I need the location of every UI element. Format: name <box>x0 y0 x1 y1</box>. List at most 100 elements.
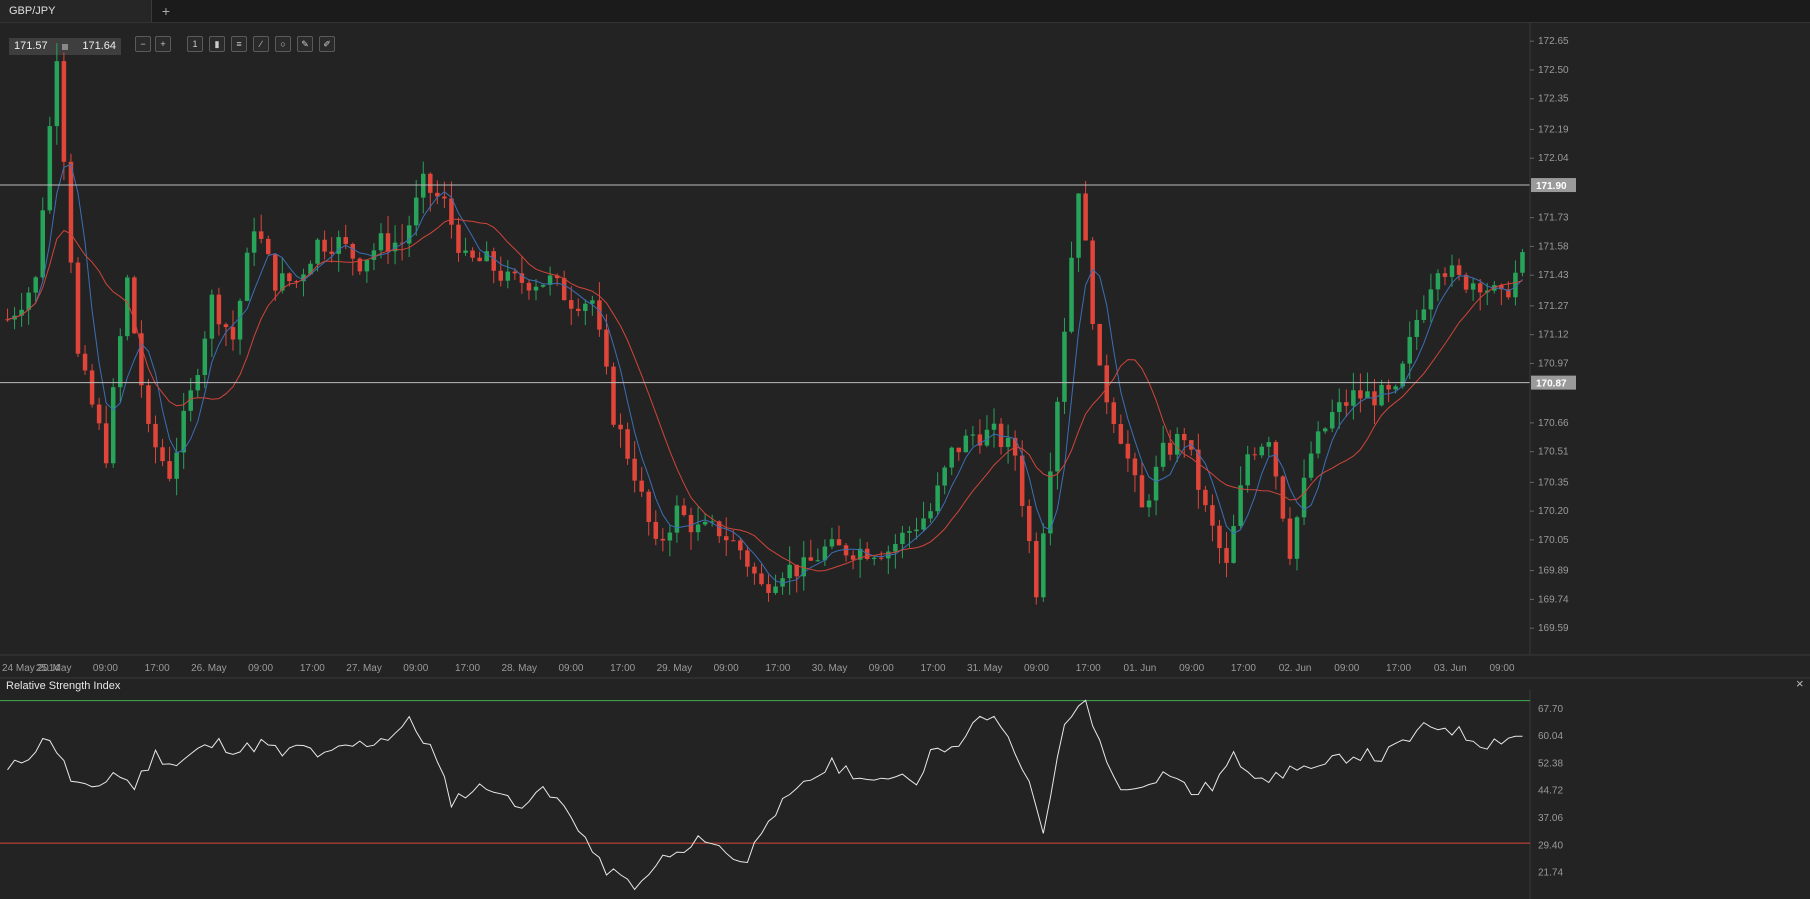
time-tick-label: 09:00 <box>869 663 894 674</box>
tab-bar: GBP/JPY + <box>0 0 1810 23</box>
time-tick-label: 31. May <box>967 663 1003 674</box>
candle-body <box>75 262 81 354</box>
candle-body <box>1132 458 1138 476</box>
candle-body <box>54 61 60 127</box>
candle-body <box>956 447 962 453</box>
time-tick-label: 17:00 <box>1076 663 1101 674</box>
price-tick-label: 172.04 <box>1538 153 1569 164</box>
time-tick-label: 26. May <box>191 663 227 674</box>
candle-body <box>1139 475 1145 508</box>
rsi-tick-label: 60.04 <box>1538 731 1563 742</box>
candle-body <box>879 557 884 559</box>
candle-body <box>583 303 588 311</box>
zoom-out-icon[interactable]: − <box>135 36 151 52</box>
pencil-icon[interactable]: ✐ <box>319 36 335 52</box>
candle-body <box>329 251 334 254</box>
price-tick-label: 171.43 <box>1538 270 1569 281</box>
time-tick-label: 09:00 <box>1024 663 1049 674</box>
candle-body <box>336 237 341 254</box>
candle-body <box>477 257 482 262</box>
timeframe-icon[interactable]: 1 <box>187 36 203 52</box>
candle-body <box>561 278 567 301</box>
time-tick-label: 02. Jun <box>1279 663 1312 674</box>
candle-body <box>1442 273 1448 277</box>
zoom-in-icon[interactable]: + <box>155 36 171 52</box>
candle-body <box>1097 324 1102 366</box>
candle-body <box>1146 500 1152 508</box>
candle-body <box>110 387 116 464</box>
candle-body <box>139 333 144 386</box>
candle-body <box>568 300 574 309</box>
rsi-tick-label: 21.74 <box>1538 868 1563 879</box>
time-tick-label: 09:00 <box>93 663 118 674</box>
candle-body <box>1414 319 1420 337</box>
add-tab-button[interactable]: + <box>161 3 171 19</box>
candle-body <box>1005 437 1011 448</box>
rsi-tick-label: 37.06 <box>1538 813 1563 824</box>
time-tick-label: 25. May <box>36 663 72 674</box>
draw-line-icon[interactable]: ∕ <box>253 36 269 52</box>
close-panel-icon[interactable]: × <box>1796 676 1804 691</box>
candle-body <box>921 518 926 530</box>
candle-body <box>653 521 659 539</box>
candle-body <box>752 566 757 574</box>
time-tick-label: 27. May <box>346 663 382 674</box>
candle-body <box>836 539 842 546</box>
candle-body <box>991 423 997 430</box>
time-tick-label: 29. May <box>657 663 693 674</box>
candle-body <box>1393 386 1398 390</box>
candle-body <box>237 300 243 340</box>
rsi-tick-label: 67.70 <box>1538 704 1563 715</box>
price-tick-label: 170.97 <box>1538 358 1569 369</box>
candle-body <box>1499 285 1504 290</box>
candle-body <box>604 329 609 367</box>
candle-body <box>632 458 637 481</box>
candle-body <box>1196 449 1201 490</box>
candle-body <box>308 263 313 275</box>
candle-style-icon[interactable]: ▮ <box>209 36 225 52</box>
price-tick-label: 172.35 <box>1538 94 1569 105</box>
price-tick-label: 172.65 <box>1538 36 1569 47</box>
candle-body <box>1167 442 1173 455</box>
candle-body <box>1048 471 1053 534</box>
candle-body <box>773 586 778 593</box>
price-tick-label: 170.66 <box>1538 418 1569 429</box>
price-tick-label: 172.50 <box>1538 65 1569 76</box>
candle-body <box>1344 402 1349 406</box>
price-tick-label: 170.35 <box>1538 477 1569 488</box>
time-tick-label: 17:00 <box>765 663 790 674</box>
candle-body <box>167 461 172 479</box>
candle-body <box>1019 455 1025 506</box>
rsi-tick-label: 52.38 <box>1538 758 1563 769</box>
candle-body <box>449 198 454 225</box>
candle-body <box>963 435 969 453</box>
candle-body <box>287 273 292 282</box>
candle-body <box>745 550 750 567</box>
candle-body <box>674 505 680 533</box>
tab-title: GBP/JPY <box>9 5 56 17</box>
candle-body <box>1055 401 1060 472</box>
candle-body <box>19 309 24 316</box>
indicators-icon[interactable]: ≡ <box>231 36 247 52</box>
price-tick-label: 170.51 <box>1538 447 1569 458</box>
candle-body <box>244 252 250 301</box>
candle-body <box>456 224 461 253</box>
shapes-icon[interactable]: ○ <box>275 36 291 52</box>
ma-fast-line <box>7 163 1523 584</box>
candle-body <box>1076 193 1081 258</box>
edit-icon[interactable]: ✎ <box>297 36 313 52</box>
time-tick-label: 09:00 <box>1179 663 1204 674</box>
candle-body <box>265 238 271 255</box>
rsi-title: Relative Strength Index <box>6 680 121 692</box>
candle-body <box>1125 443 1131 459</box>
candle-body <box>216 294 222 325</box>
candle-body <box>1153 466 1159 501</box>
tab-gbpjpy[interactable]: GBP/JPY <box>0 0 152 22</box>
candle-body <box>132 277 137 334</box>
candle-body <box>660 538 666 541</box>
candle-body <box>280 273 285 291</box>
time-tick-label: 17:00 <box>455 663 480 674</box>
candle-body <box>202 338 208 376</box>
time-tick-label: 17:00 <box>921 663 946 674</box>
